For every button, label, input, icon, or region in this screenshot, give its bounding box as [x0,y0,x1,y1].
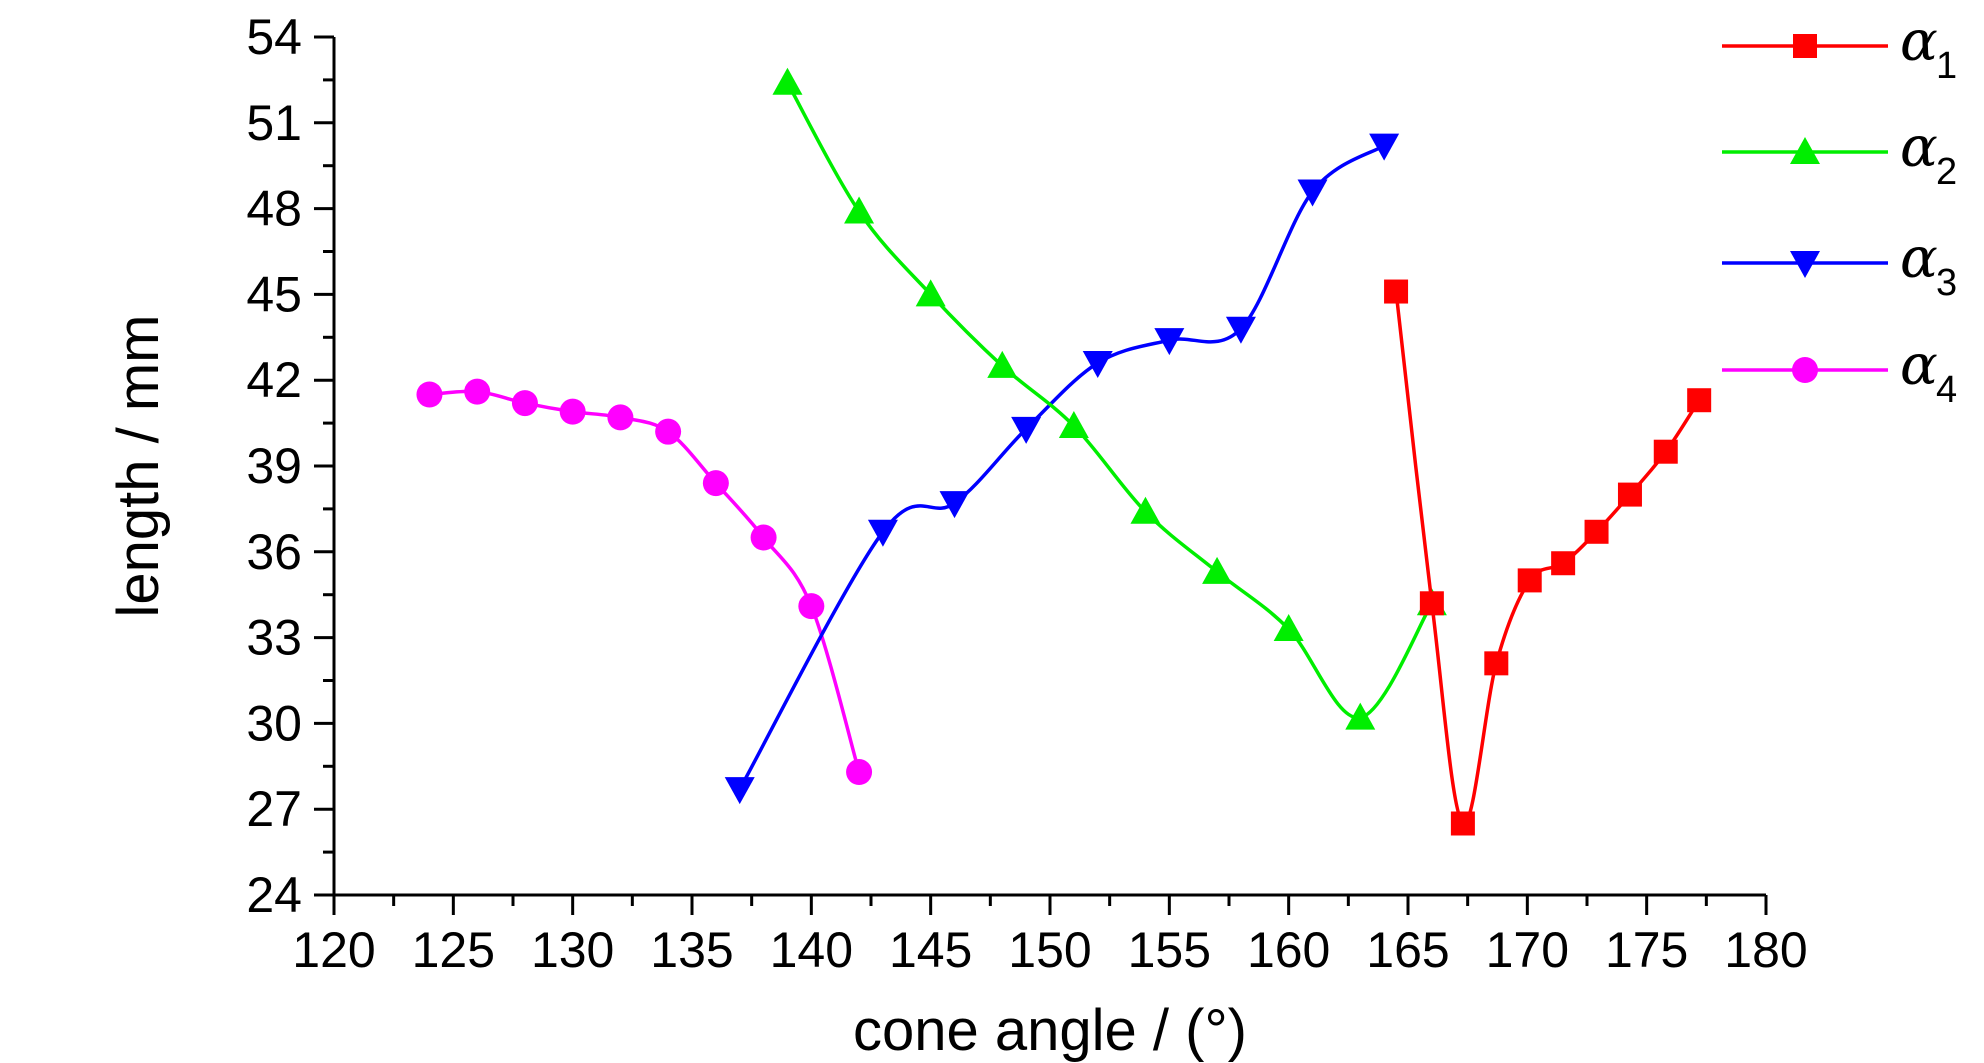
y-tick-label: 24 [246,867,302,923]
data-point [846,759,873,786]
legend-subscript: 2 [1936,151,1957,193]
data-point [1130,496,1161,524]
series-line [785,81,1434,720]
data-point [1484,651,1509,676]
y-tick-label: 42 [246,352,302,408]
data-point [1225,316,1256,344]
series-α2 [772,67,1447,730]
data-point [1154,328,1185,356]
y-tick-label: 51 [246,95,302,151]
y-tick-label: 39 [246,438,302,494]
x-tick-label: 135 [650,922,733,978]
y-tick-label: 45 [246,266,302,322]
series-line [738,144,1386,791]
legend-subscript: 3 [1936,262,1957,304]
data-point [724,777,755,805]
x-tick-label: 130 [531,922,614,978]
data-point [1082,351,1113,379]
legend-item-α2: α2 [1722,115,1957,193]
data-point [1011,416,1042,444]
x-tick-label: 155 [1128,922,1211,978]
axes: 120 125 130 135 140 145 150 155 160 165 170 175 180 2… [246,9,1807,978]
y-tick-label: 48 [246,181,302,237]
data-point [1617,482,1642,507]
y-tick-label: 36 [246,524,302,580]
data-point [844,196,875,224]
x-tick-label: 140 [770,922,853,978]
series-α4 [416,378,873,786]
data-point [867,519,898,547]
data-point [1687,388,1712,413]
y-tick-label: 30 [246,695,302,751]
data-point [1517,568,1542,593]
series-line [1394,291,1701,826]
legend-item-α3: α3 [1722,226,1957,304]
data-point [464,378,491,405]
data-point [1202,556,1233,584]
x-tick-label: 150 [1008,922,1091,978]
legend-marker [1790,137,1820,164]
data-point [1419,591,1444,616]
y-tick-label: 27 [246,781,302,837]
x-tick-label: 175 [1605,922,1688,978]
data-point [1273,614,1304,642]
data-point [416,381,443,408]
y-axis-label: length / mm [106,315,171,618]
data-point [987,350,1018,378]
data-point [1384,279,1409,304]
x-tick-label: 170 [1486,922,1569,978]
legend-item-α4: α4 [1722,333,1957,411]
data-point [655,418,682,445]
data-point [1450,811,1475,836]
data-point [750,524,777,551]
data-point [702,470,729,497]
data-point [1297,179,1328,207]
legend-label: α [1900,115,1938,180]
data-point [511,390,538,417]
legend-marker [1790,251,1820,278]
legend-label: α [1900,333,1938,398]
x-tick-label: 125 [412,922,495,978]
data-point [1584,519,1609,544]
series-layer [416,67,1712,836]
x-tick-label: 160 [1247,922,1330,978]
legend-item-α1: α1 [1722,9,1957,87]
x-tick-label: 180 [1724,922,1807,978]
data-point [1653,439,1678,464]
legend-marker [1793,34,1817,58]
legend-marker [1792,357,1818,383]
series-line [429,389,861,773]
data-point [1345,702,1376,730]
legend-subscript: 1 [1936,45,1957,87]
data-point [798,593,825,620]
legend-subscript: 4 [1936,369,1957,411]
data-point [772,67,803,95]
data-point [559,398,586,425]
data-point [939,491,970,519]
data-point [607,404,634,431]
x-tick-label: 120 [292,922,375,978]
data-point [1058,410,1089,438]
legend-label: α [1900,9,1938,74]
y-tick-label: 33 [246,610,302,666]
x-tick-label: 145 [889,922,972,978]
legend-label: α [1900,226,1938,291]
data-point [1369,133,1400,161]
data-point [915,279,946,307]
series-α3 [724,133,1400,805]
x-tick-label: 165 [1366,922,1449,978]
series-α1 [1384,279,1712,836]
y-tick-label: 54 [246,9,302,65]
data-point [1551,551,1576,576]
x-axis-label: cone angle / (°) [853,998,1247,1063]
